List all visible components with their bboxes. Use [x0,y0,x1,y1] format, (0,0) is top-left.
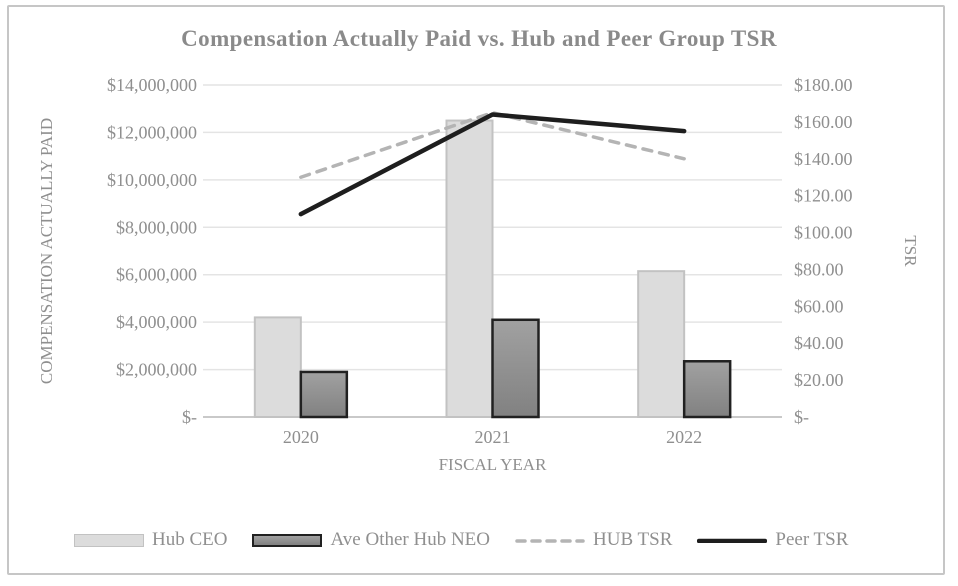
bar-ave-other-hub-neo-2020 [299,370,349,419]
left-axis-tick-label: $4,000,000 [116,312,197,332]
right-axis-tick-label: $40.00 [794,333,844,353]
bar-ave-other-hub-neo-2022 [682,360,732,419]
combo-chart: $14,000,000 $12,000,000 $10,000,000 $8,000,… [37,75,920,474]
left-axis-tick-label: $- [182,407,197,427]
legend-swatch-ave-other-hub-neo [252,533,323,547]
right-axis-tick-label: $120.00 [794,186,853,206]
legend-label: Peer TSR [775,529,849,550]
chart-title: Compensation Actually Paid vs. Hub and P… [181,26,777,51]
left-axis-tick-label: $6,000,000 [116,265,197,285]
x-axis-title: FISCAL YEAR [439,455,547,474]
right-axis-tick-label: $100.00 [794,223,853,243]
right-axis-tick-label: $- [794,407,809,427]
legend-swatch-hub-tsr-line-icon [515,538,585,543]
right-axis-title: TSR [901,235,920,267]
x-axis-category-label: 2022 [666,427,702,447]
left-axis-tick-label: $2,000,000 [116,360,197,380]
left-axis-tick-label: $12,000,000 [107,122,197,142]
legend-item-hub-tsr: HUB TSR [515,529,672,551]
legend-swatch-peer-tsr-line-icon [697,538,768,543]
right-axis-tick-label: $180.00 [794,75,853,95]
right-axis-tick-label: $160.00 [794,112,853,132]
legend-label: Ave Other Hub NEO [330,529,491,550]
line-peer-tsr [298,112,687,217]
right-axis-tick-label: $60.00 [794,296,844,316]
right-axis-tick-label: $140.00 [794,149,853,169]
line-hub-tsr [299,110,686,179]
legend-swatch-hub-ceo [74,533,144,547]
bar-hub-ceo-2022 [637,270,686,418]
left-axis-tick-label: $8,000,000 [116,217,197,237]
x-axis-category-label: 2020 [283,427,319,447]
legend-item-hub-ceo: Hub CEO [74,529,227,551]
left-axis-title: COMPENSATION ACTUALLY PAID [37,118,56,384]
bar-hub-ceo-2021 [445,119,494,418]
bar-hub-ceo-2020 [253,316,302,418]
right-axis-tick-label: $80.00 [794,259,844,279]
legend-label: Hub CEO [152,529,228,550]
left-axis-tick-label: $14,000,000 [107,75,197,95]
x-axis-category-label: 2021 [475,427,511,447]
left-axis-tick-label: $10,000,000 [107,170,197,190]
chart-legend: Hub CEO Ave Other Hub NEO HUB TSR Peer TSR [74,526,848,554]
bar-ave-other-hub-neo-2021 [491,318,540,419]
legend-label: HUB TSR [593,529,673,550]
right-axis-tick-label: $20.00 [794,370,844,390]
legend-item-peer-tsr: Peer TSR [697,529,848,551]
legend-item-ave-other-hub-neo: Ave Other Hub NEO [252,529,490,551]
